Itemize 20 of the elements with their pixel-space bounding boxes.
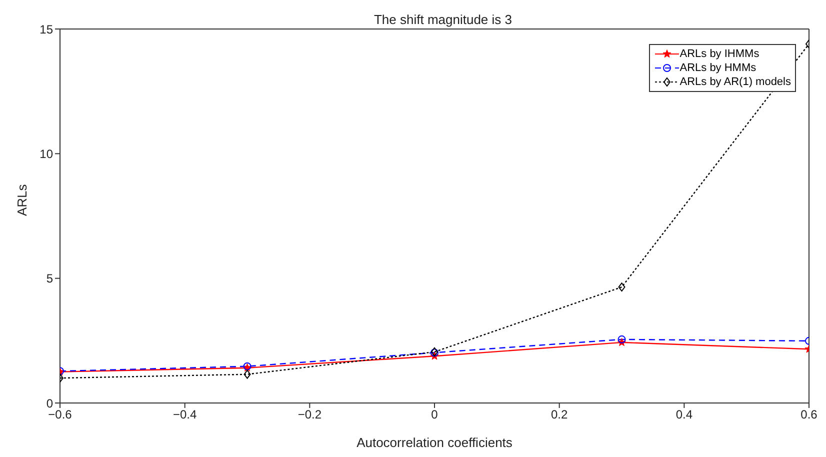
y-axis-title: ARLs: [14, 184, 30, 216]
point: [244, 370, 251, 379]
x-tick-label: 0: [431, 408, 438, 422]
legend-label: ARLs by IHMMs: [680, 47, 760, 61]
x-tick-label: 0.2: [550, 408, 568, 422]
x-tick-label: −0.2: [298, 408, 322, 422]
x-tick-label: 0.6: [800, 408, 818, 422]
point: [618, 282, 626, 292]
y-tick-label: 10: [40, 146, 54, 161]
x-axis-title: Autocorrelation coefficients: [356, 435, 513, 450]
x-tick-label: −0.4: [172, 408, 197, 422]
point: [618, 335, 626, 344]
legend-label: ARLs by HMMs: [680, 61, 756, 75]
legend-label: ARLs by AR(1) models: [680, 75, 791, 89]
chart-title: The shift magnitude is 3: [374, 12, 512, 27]
x-tick-label: 0.4: [676, 408, 693, 422]
x-tick-label: −0.6: [48, 408, 72, 422]
y-tick-label: 5: [46, 272, 54, 286]
y-tick-label: 0: [46, 396, 54, 410]
y-tick-label: 15: [40, 22, 54, 36]
